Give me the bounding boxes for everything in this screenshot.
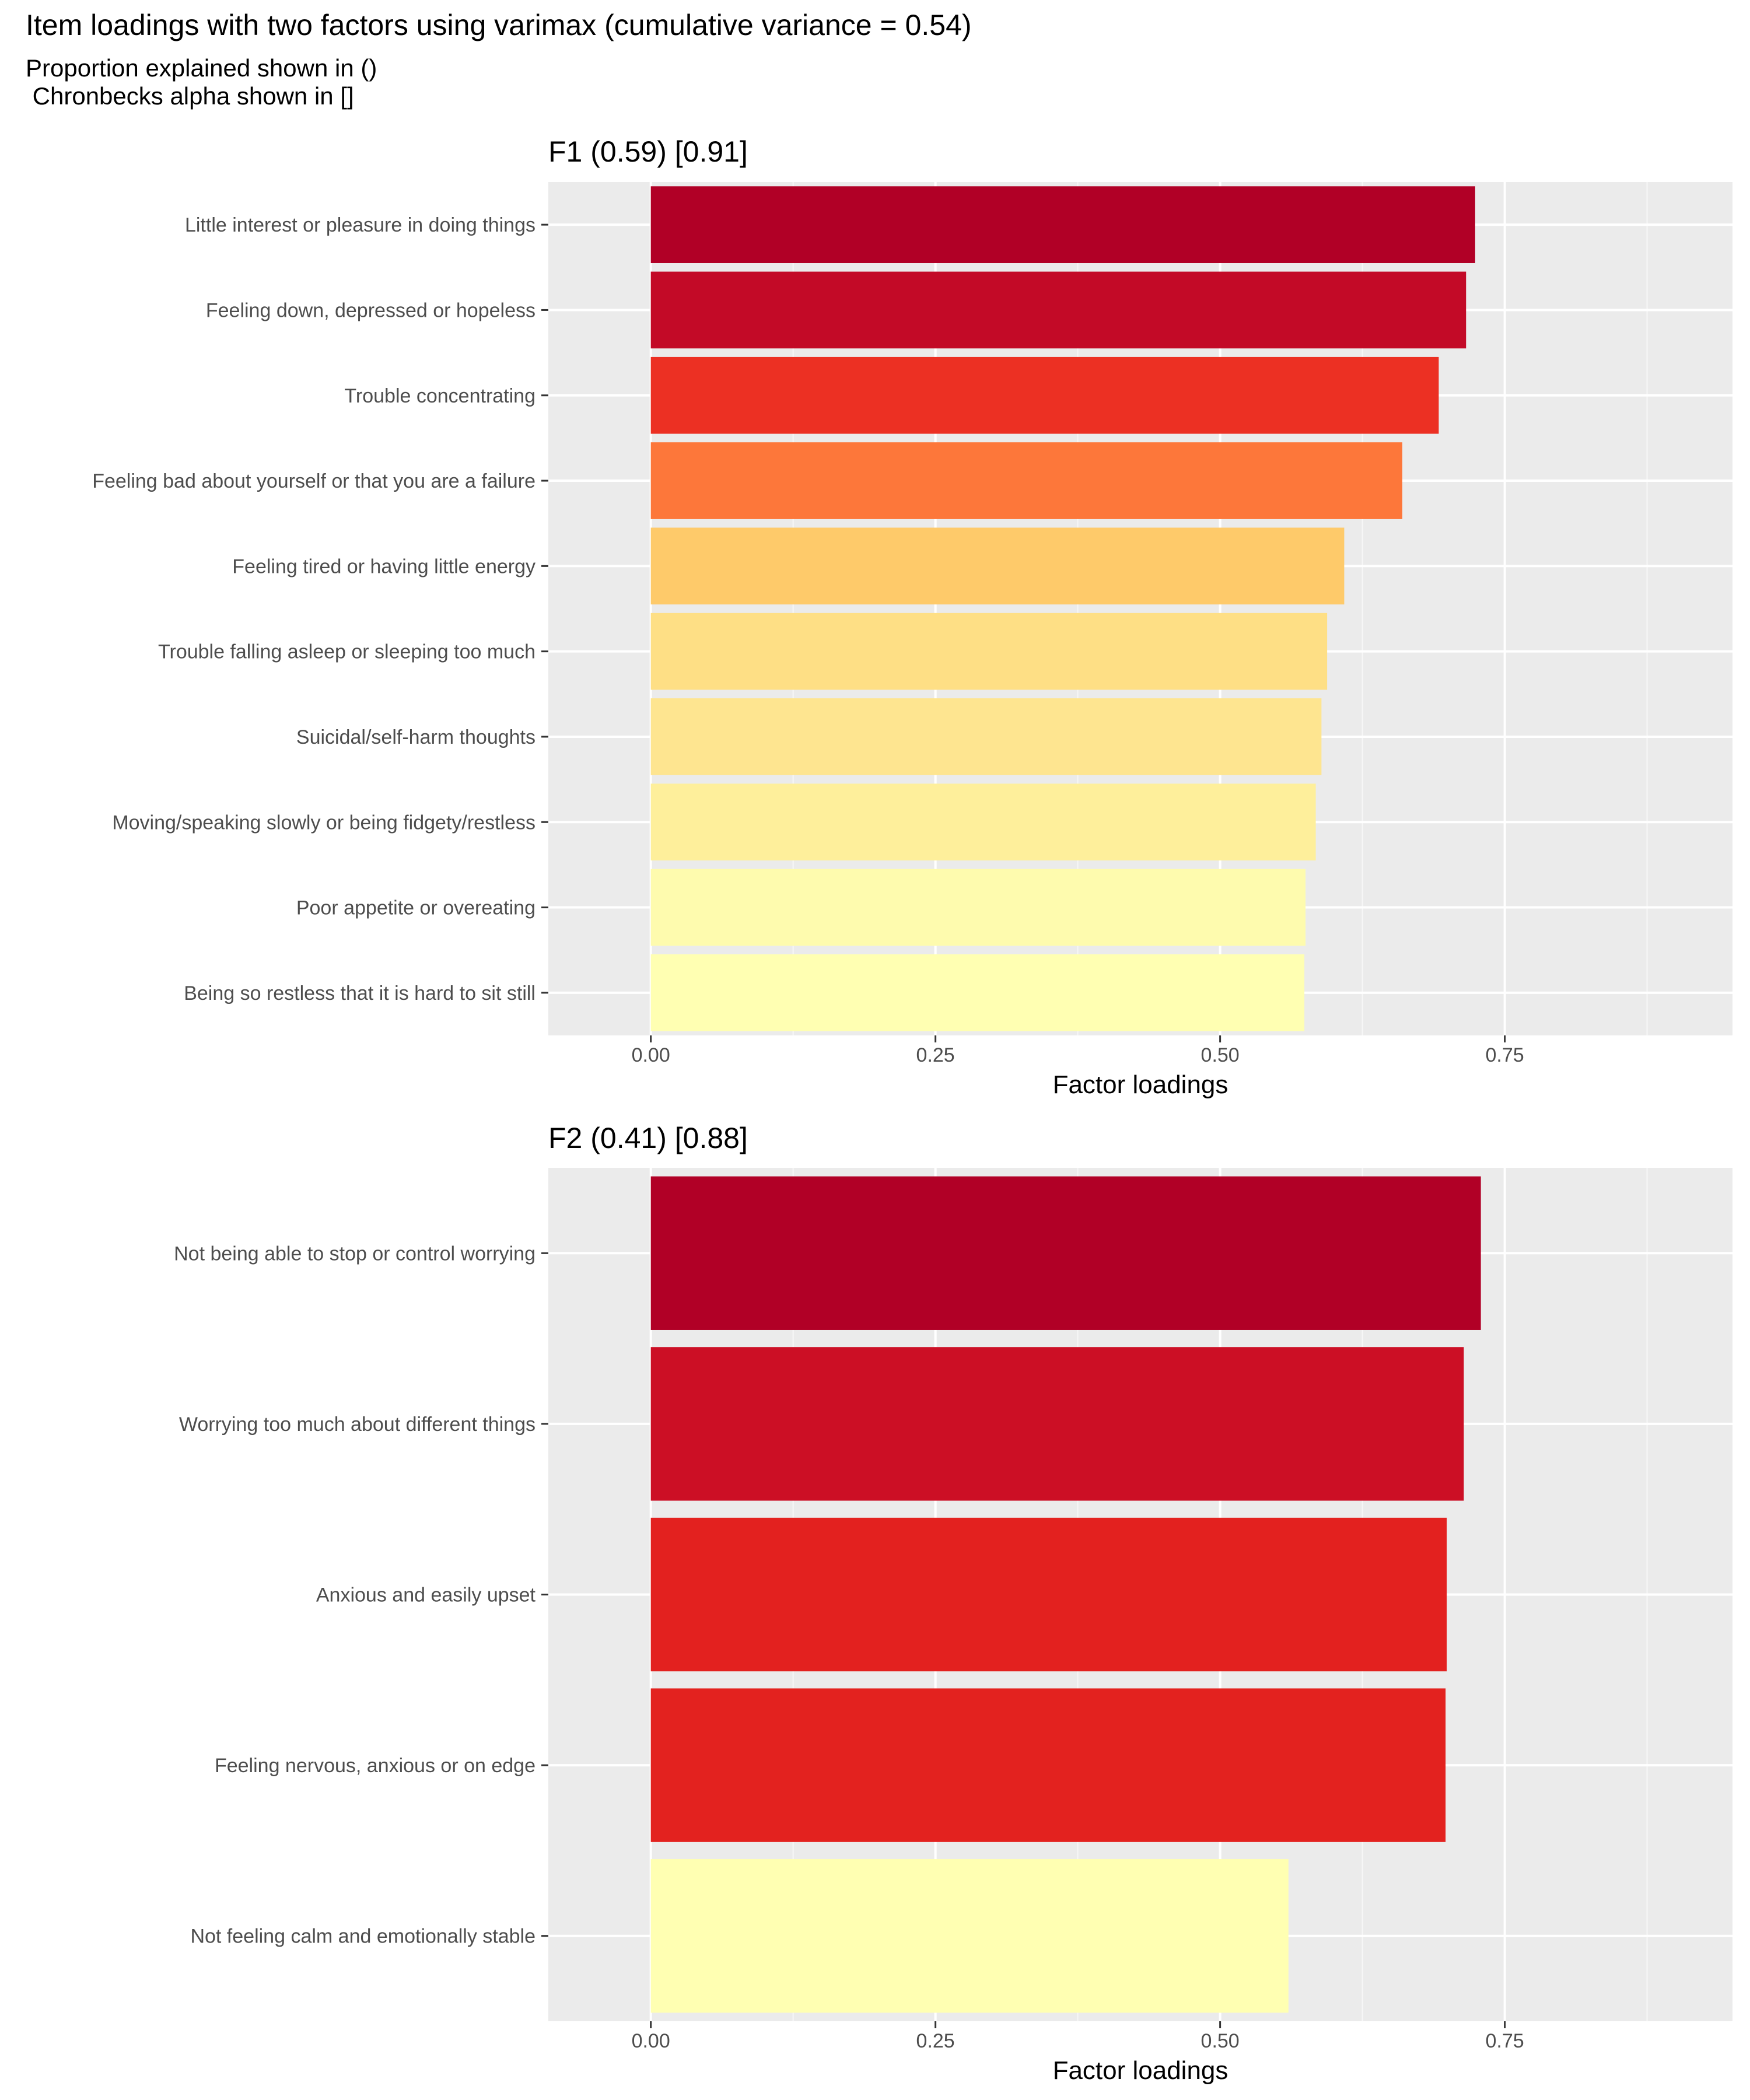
bar-2-5 bbox=[650, 1859, 1289, 2013]
panel-title: F2 (0.41) [0.88] bbox=[548, 1122, 748, 1154]
y-tick-label: Trouble concentrating bbox=[344, 385, 536, 407]
x-axis-title: Factor loadings bbox=[1053, 2056, 1228, 2085]
chart-header: Item loadings with two factors using var… bbox=[0, 0, 1750, 134]
bar-1-4 bbox=[650, 442, 1402, 519]
bar-2-3 bbox=[650, 1517, 1447, 1672]
bar-1-10 bbox=[650, 954, 1305, 1031]
y-tick-label: Not being able to stop or control worryi… bbox=[174, 1242, 536, 1265]
y-tick-label: Poor appetite or overeating bbox=[296, 897, 536, 919]
bar-1-7 bbox=[650, 698, 1322, 775]
y-tick-label: Worrying too much about different things bbox=[179, 1413, 536, 1436]
bar-1-1 bbox=[650, 186, 1475, 263]
bar-2-1 bbox=[650, 1176, 1481, 1330]
y-tick-label: Feeling tired or having little energy bbox=[232, 555, 536, 578]
chart-subtitle-alpha: Chronbecks alpha shown in [] bbox=[26, 82, 354, 110]
bar-1-6 bbox=[650, 612, 1328, 690]
y-tick-label: Feeling bad about yourself or that you a… bbox=[92, 470, 536, 492]
chart-title: Item loadings with two factors using var… bbox=[26, 9, 972, 41]
bar-1-9 bbox=[650, 869, 1306, 946]
bar-1-5 bbox=[650, 527, 1345, 605]
x-tick-label: 0.25 bbox=[916, 2030, 955, 2052]
x-tick-label: 0.25 bbox=[916, 1044, 955, 1066]
y-tick-label: Not feeling calm and emotionally stable bbox=[190, 1926, 536, 1948]
x-tick-label: 0.75 bbox=[1486, 1044, 1524, 1066]
bar-2-2 bbox=[650, 1347, 1464, 1501]
x-tick-label: 0.75 bbox=[1486, 2030, 1524, 2052]
y-tick-label: Feeling nervous, anxious or on edge bbox=[215, 1755, 536, 1777]
y-tick-label: Feeling down, depressed or hopeless bbox=[206, 299, 536, 321]
y-tick-label: Suicidal/self-harm thoughts bbox=[296, 726, 536, 748]
y-tick-label: Anxious and easily upset bbox=[316, 1584, 536, 1606]
bar-1-3 bbox=[650, 356, 1439, 434]
chart-subtitle-proportion: Proportion explained shown in () bbox=[26, 54, 377, 82]
x-tick-label: 0.00 bbox=[632, 2030, 670, 2052]
x-tick-label: 0.50 bbox=[1201, 1044, 1240, 1066]
y-tick-label: Being so restless that it is hard to sit… bbox=[184, 982, 536, 1005]
y-tick-label: Moving/speaking slowly or being fidgety/… bbox=[112, 811, 536, 834]
x-tick-label: 0.50 bbox=[1201, 2030, 1240, 2052]
x-axis-title: Factor loadings bbox=[1053, 1070, 1228, 1099]
y-tick-label: Trouble falling asleep or sleeping too m… bbox=[158, 641, 536, 663]
panel-f2: Not being able to stop or control worryi… bbox=[174, 1122, 1732, 2085]
x-tick-label: 0.00 bbox=[632, 1044, 670, 1066]
bar-1-8 bbox=[650, 783, 1316, 861]
bar-1-2 bbox=[650, 271, 1466, 349]
y-tick-label: Little interest or pleasure in doing thi… bbox=[185, 214, 536, 236]
bar-2-4 bbox=[650, 1688, 1446, 1842]
panel-title: F1 (0.59) [0.91] bbox=[548, 135, 748, 168]
panel-f1: Little interest or pleasure in doing thi… bbox=[92, 135, 1732, 1099]
